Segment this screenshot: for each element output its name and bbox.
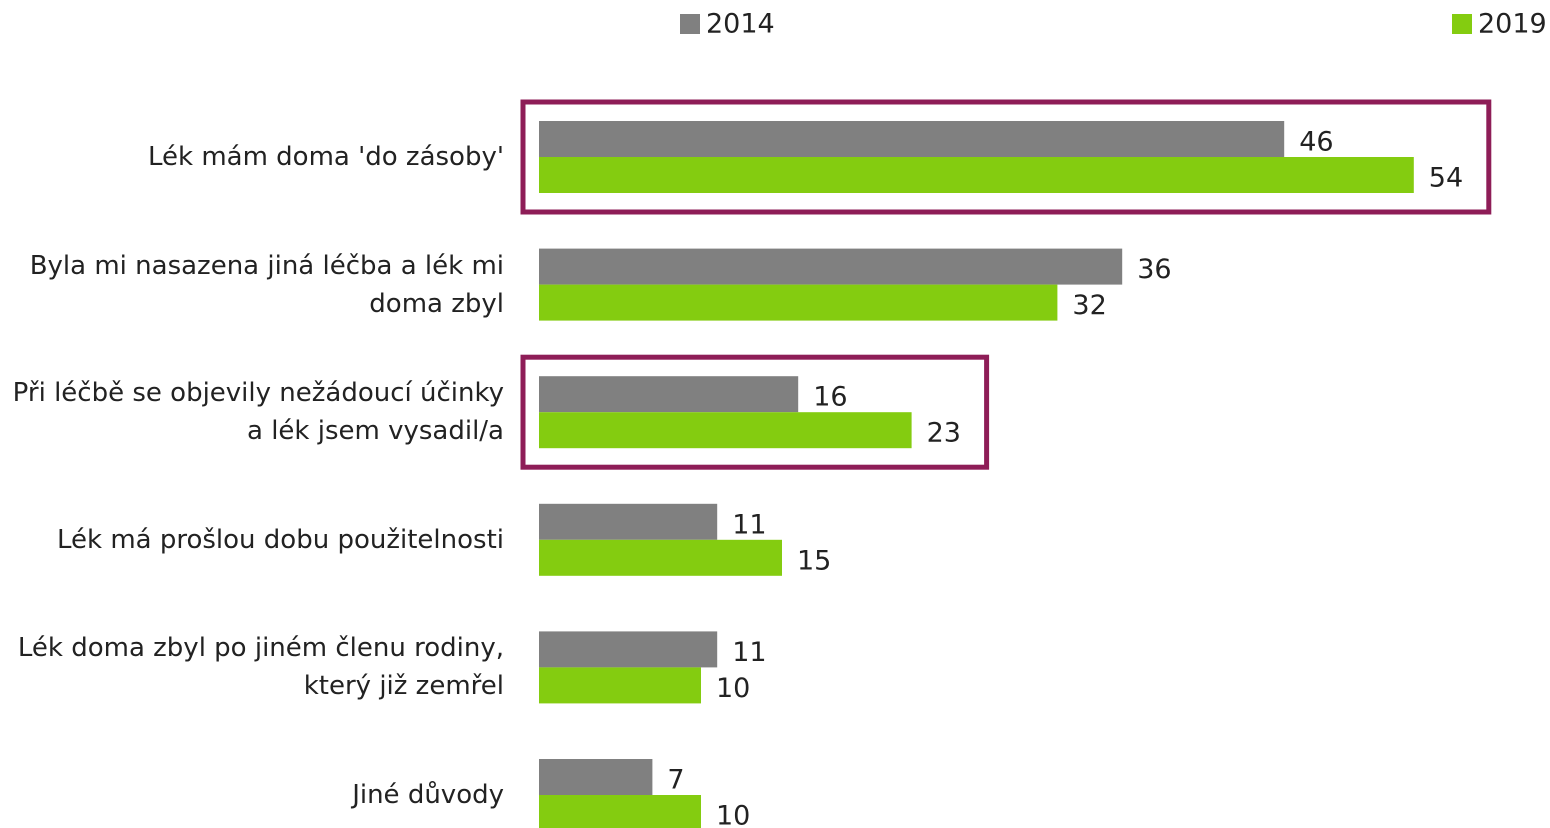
value-label: 46 (1299, 127, 1333, 158)
value-label: 32 (1072, 290, 1106, 321)
value-label: 11 (732, 509, 766, 540)
legend-swatch (1452, 14, 1472, 34)
category-label: Při léčbě se objevily nežádoucí účinky a… (12, 378, 504, 447)
bar (539, 631, 718, 668)
value-label: 10 (716, 801, 750, 828)
value-label: 11 (732, 637, 766, 668)
value-label: 54 (1429, 163, 1463, 194)
legend-swatch (680, 14, 700, 34)
bar (539, 667, 701, 704)
legend-label: 2019 (1478, 9, 1547, 40)
bar (539, 284, 1058, 321)
bar (539, 121, 1285, 157)
bar (539, 376, 799, 413)
bar (539, 539, 782, 576)
value-label: 36 (1137, 254, 1171, 285)
category-label: Jiné důvody (352, 780, 504, 810)
category-label: Lék doma zbyl po jiném členu rodiny, kte… (17, 633, 504, 702)
value-label: 10 (716, 673, 750, 704)
category-label: Lék mám doma 'do zásoby' (147, 142, 504, 172)
value-label: 23 (927, 418, 961, 449)
value-label: 7 (667, 765, 684, 796)
category-label: Byla mi nasazena jiná léčba a lék mi dom… (29, 250, 504, 319)
bar (539, 795, 701, 828)
highlight-box (520, 99, 1492, 215)
value-label: 15 (797, 545, 831, 576)
value-label: 16 (813, 382, 847, 413)
bar (539, 248, 1123, 285)
bar (539, 503, 718, 540)
category-label: Lék má prošlou dobu použitelnosti (56, 524, 504, 555)
bar (539, 157, 1414, 193)
highlight-box (520, 354, 990, 470)
bar (539, 412, 912, 449)
legend-label: 2014 (706, 9, 775, 40)
bar (539, 759, 653, 795)
